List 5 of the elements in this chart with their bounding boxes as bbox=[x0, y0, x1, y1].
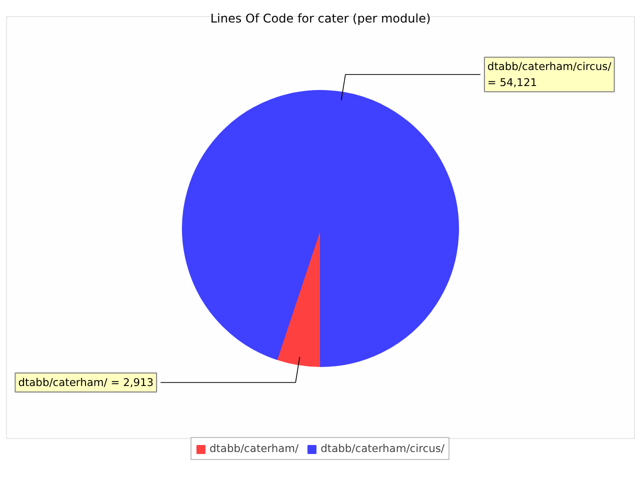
legend-label: dtabb/caterham/circus/ bbox=[320, 442, 445, 455]
chart-title: Lines Of Code for cater (per module) bbox=[210, 12, 431, 26]
data-label: dtabb/caterham/ = 2,913 bbox=[18, 376, 154, 389]
data-label: dtabb/caterham/circus/ = 54,121 bbox=[487, 60, 612, 89]
legend-label: dtabb/caterham/ bbox=[209, 442, 299, 455]
